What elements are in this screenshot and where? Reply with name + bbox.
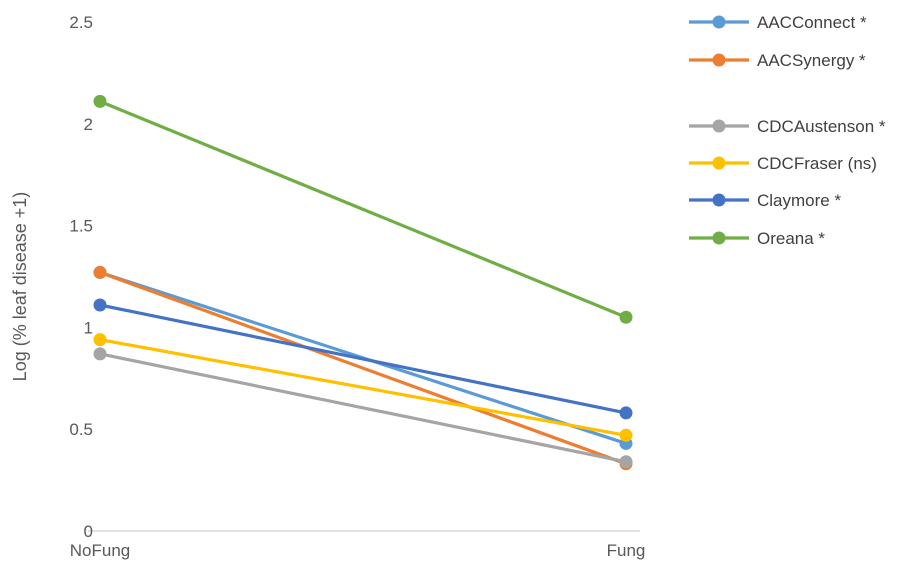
legend-marker: [712, 53, 726, 67]
y-tick-label: 2.5: [69, 13, 93, 32]
series-line: [98, 338, 628, 437]
legend-label: CDCAustenson *: [757, 117, 886, 136]
legend-item: AACSynergy *: [689, 51, 866, 70]
series-2: [93, 347, 633, 469]
y-tick-label: 2: [84, 115, 93, 134]
legend-label: AACSynergy *: [757, 51, 866, 70]
series-line: [98, 303, 628, 415]
series-4: [93, 298, 633, 420]
x-tick-label: Fung: [607, 541, 646, 560]
data-point: [619, 310, 633, 324]
y-tick-label: 1.5: [69, 217, 93, 236]
legend-item: AACConnect *: [689, 13, 867, 32]
series-line: [98, 99, 628, 319]
y-tick-label: 0.5: [69, 420, 93, 439]
series-3: [93, 333, 633, 442]
data-point: [93, 94, 107, 108]
y-axis-ticks: 0 0.5 1 1.5 2 2.5: [69, 13, 93, 541]
series-line: [98, 270, 628, 466]
legend-label: CDCFraser (ns): [757, 154, 877, 173]
data-point: [93, 333, 107, 347]
legend-label: AACConnect *: [757, 13, 867, 32]
series-line: [98, 352, 628, 464]
legend-item: CDCFraser (ns): [689, 154, 877, 173]
data-point: [619, 428, 633, 442]
legend-label: Oreana *: [757, 229, 825, 248]
y-tick-label: 1: [84, 318, 93, 337]
legend-marker: [712, 156, 726, 170]
legend-item: CDCAustenson *: [689, 117, 886, 136]
series-group: [93, 94, 633, 471]
legend-marker: [712, 119, 726, 133]
y-axis-title: Log (% leaf disease +1): [10, 192, 30, 382]
y-tick-label: 0: [84, 522, 93, 541]
data-point: [93, 347, 107, 361]
legend-marker: [712, 193, 726, 207]
legend-item: Claymore *: [689, 191, 841, 210]
data-point: [619, 455, 633, 469]
x-tick-label: NoFung: [70, 541, 130, 560]
series-5: [93, 94, 633, 324]
legend-label: Claymore *: [757, 191, 841, 210]
data-point: [619, 406, 633, 420]
data-point: [93, 265, 107, 279]
data-point: [93, 298, 107, 312]
legend-marker: [712, 15, 726, 29]
legend: AACConnect * AACSynergy * CDCAustenson * CD…: [689, 13, 886, 248]
legend-item: Oreana *: [689, 229, 825, 248]
legend-marker: [712, 231, 726, 245]
x-axis-ticks: NoFung Fung: [70, 541, 646, 560]
